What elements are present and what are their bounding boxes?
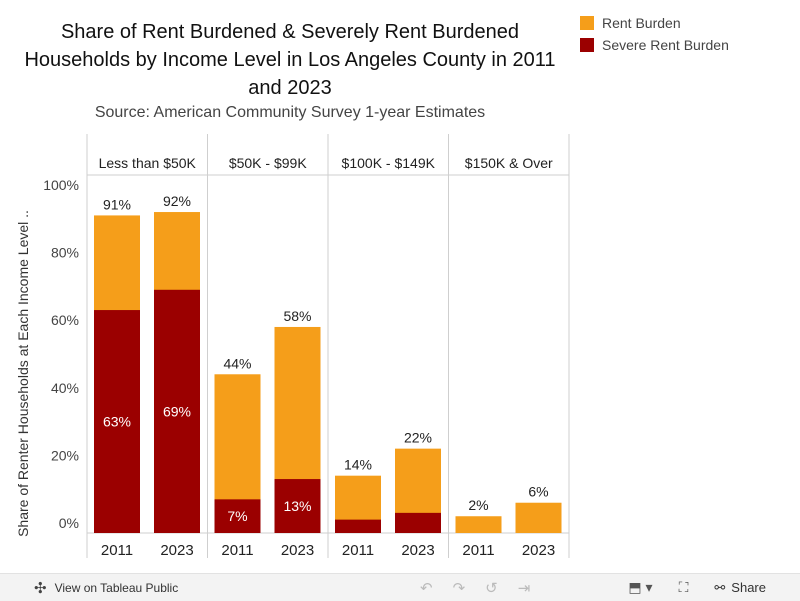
y-tick-label: 100% xyxy=(43,177,79,193)
share-icon: ⚯ xyxy=(714,579,726,595)
data-label-rent-burden: 14% xyxy=(344,457,372,473)
bar-severe-rent-burden xyxy=(274,479,321,533)
view-on-tableau-label: View on Tableau Public xyxy=(54,580,179,595)
x-tick-label: 2023 xyxy=(401,542,434,559)
data-label-rent-burden: 22% xyxy=(404,430,432,446)
legend-label-severe-rent-burden: Severe Rent Burden xyxy=(602,37,729,53)
y-tick-label: 60% xyxy=(51,312,79,328)
download-icon[interactable]: ⬒ ▾ xyxy=(628,579,653,595)
y-tick-label: 20% xyxy=(51,447,79,463)
data-label-rent-burden: 91% xyxy=(103,196,131,212)
data-label-rent-burden: 58% xyxy=(283,308,311,324)
x-tick-label: 2023 xyxy=(522,542,555,559)
x-tick-label: 2011 xyxy=(342,542,374,559)
y-tick-label: 80% xyxy=(51,245,79,261)
panel-header-label: $150K & Over xyxy=(465,155,553,171)
legend-swatch-rent-burden xyxy=(580,16,594,30)
redo-icon[interactable]: ↷ xyxy=(452,579,466,597)
bar-severe-rent-burden xyxy=(214,499,261,533)
data-label-rent-burden: 92% xyxy=(163,193,191,209)
panel-header-label: $100K - $149K xyxy=(342,155,436,171)
y-tick-label: 0% xyxy=(59,515,79,531)
chart-title: Share of Rent Burdened & Severely Rent B… xyxy=(24,21,556,99)
tableau-logo-icon: ✣ xyxy=(34,579,47,597)
y-axis-label: Share of Renter Households at Each Incom… xyxy=(15,210,31,537)
bar-chart: Share of Renter Households at Each Incom… xyxy=(15,134,570,559)
data-label-rent-burden: 2% xyxy=(468,497,488,513)
share-button[interactable]: ⚯ Share xyxy=(714,580,766,596)
panel-header-label: $50K - $99K xyxy=(229,155,307,171)
history-controls: ↶ ↷ ↺ ⇥ xyxy=(420,579,530,597)
undo-icon[interactable]: ↶ xyxy=(420,579,433,597)
fullscreen-icon[interactable]: ⛶ xyxy=(678,579,689,595)
panel-header-label: Less than $50K xyxy=(99,155,197,171)
bar-severe-rent-burden xyxy=(94,310,140,533)
legend-swatch-severe-rent-burden xyxy=(580,38,594,52)
data-label-severe-rent-burden: 7% xyxy=(227,508,247,524)
bar-rent-burden xyxy=(455,516,502,533)
data-label-rent-burden: 44% xyxy=(223,355,251,371)
bar-severe-rent-burden xyxy=(395,512,441,533)
legend-item-rent-burden[interactable]: Rent Burden xyxy=(580,12,729,34)
data-label-severe-rent-burden: 63% xyxy=(103,414,131,430)
chart-subtitle: Source: American Community Survey 1-year… xyxy=(94,104,486,121)
x-tick-label: 2023 xyxy=(281,542,314,559)
share-label: Share xyxy=(731,580,766,595)
y-tick-label: 40% xyxy=(51,380,79,396)
legend-label-rent-burden: Rent Burden xyxy=(602,15,681,31)
bar-severe-rent-burden xyxy=(335,519,381,533)
legend-item-severe-rent-burden[interactable]: Severe Rent Burden xyxy=(580,34,729,56)
toolbar-right: ⬒ ▾ ⛶ ⚯ Share xyxy=(628,579,766,596)
bar-rent-burden xyxy=(515,502,562,533)
tableau-footer: ✣ View on Tableau Public ↶ ↷ ↺ ⇥ ⬒ ▾ ⛶ ⚯… xyxy=(0,573,800,601)
view-on-tableau-link[interactable]: ✣ View on Tableau Public xyxy=(34,579,178,597)
data-label-severe-rent-burden: 13% xyxy=(283,498,311,514)
x-tick-label: 2011 xyxy=(221,542,253,559)
x-tick-label: 2023 xyxy=(160,542,193,559)
x-tick-label: 2011 xyxy=(101,542,133,559)
x-tick-label: 2011 xyxy=(462,542,494,559)
legend: Rent Burden Severe Rent Burden xyxy=(580,12,729,56)
revert-icon[interactable]: ↺ xyxy=(485,579,498,597)
bar-severe-rent-burden xyxy=(154,289,200,533)
data-label-severe-rent-burden: 69% xyxy=(163,403,191,419)
pause-icon[interactable]: ⇥ xyxy=(517,579,531,597)
data-label-rent-burden: 6% xyxy=(528,484,548,500)
